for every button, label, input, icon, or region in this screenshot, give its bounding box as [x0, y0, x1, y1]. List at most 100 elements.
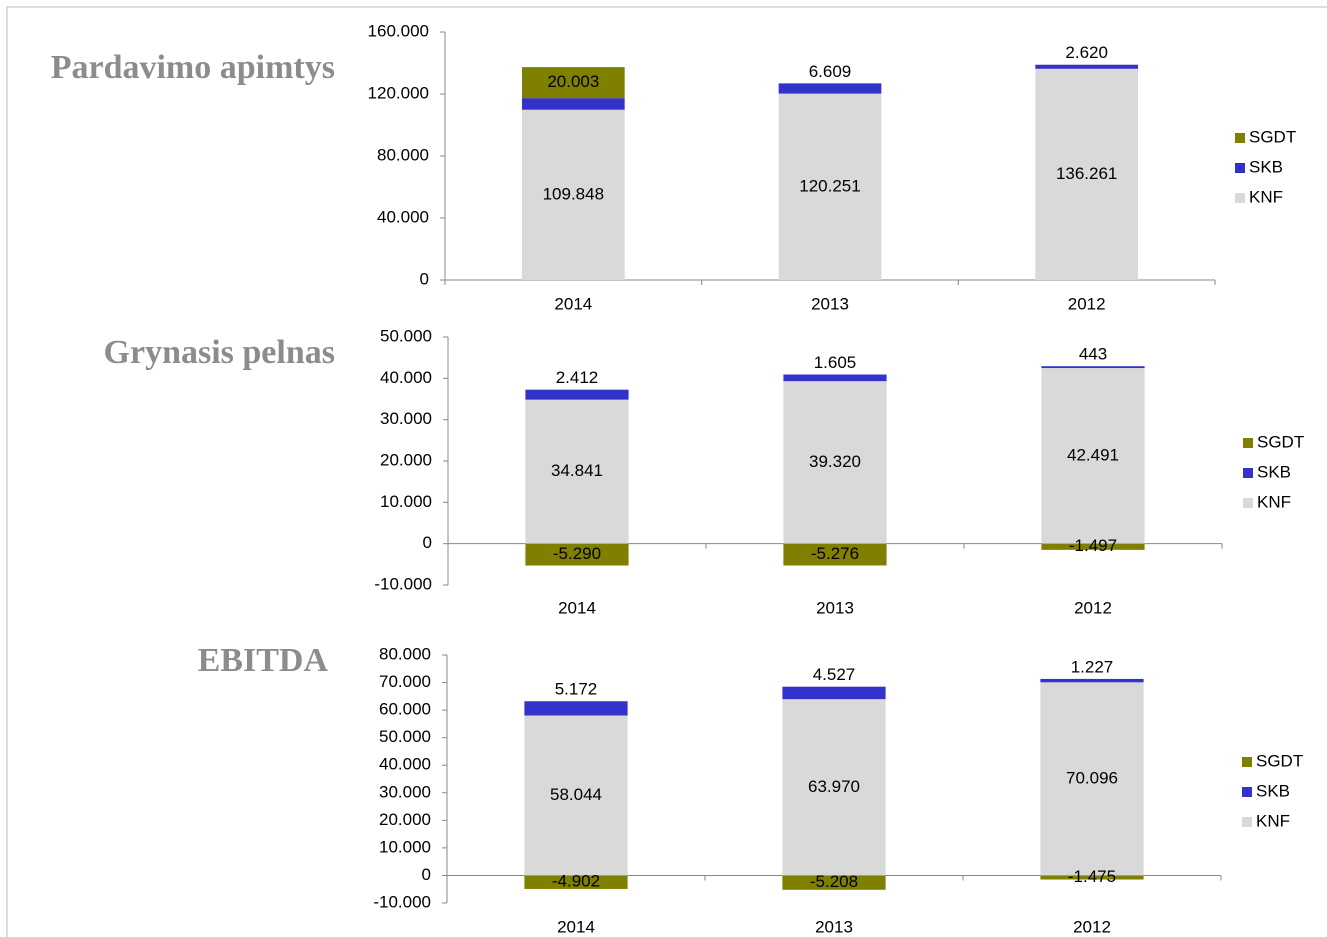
y-tick-label: 50.000	[379, 727, 431, 746]
bar-segment	[525, 399, 629, 544]
bar-segment	[1041, 366, 1145, 369]
y-tick-label: 30.000	[380, 409, 432, 428]
bar-segment	[778, 93, 882, 280]
bar-segment	[522, 109, 625, 281]
bar-segment	[525, 389, 629, 400]
data-label: 1.605	[814, 353, 857, 372]
data-label: 39.320	[809, 452, 861, 471]
data-label: 136.261	[1056, 164, 1117, 183]
legend-label: SKB	[1256, 781, 1290, 800]
bar-segment	[524, 715, 628, 876]
legend-label: KNF	[1257, 492, 1291, 511]
data-label: 6.609	[809, 62, 852, 81]
data-label: 4.527	[813, 665, 856, 684]
legend-label: SGDT	[1257, 432, 1304, 451]
bar-segment	[782, 699, 886, 876]
y-tick-label: 30.000	[379, 782, 431, 801]
x-tick-label: 2013	[811, 294, 849, 313]
bar-segment	[783, 381, 887, 544]
legend-swatch	[1242, 757, 1252, 767]
y-tick-label: 50.000	[380, 326, 432, 345]
legend-label: SGDT	[1256, 751, 1303, 770]
x-tick-label: 2014	[558, 598, 596, 617]
data-label: 58.044	[550, 785, 602, 804]
legend-label: KNF	[1249, 187, 1283, 206]
x-tick-label: 2013	[816, 598, 854, 617]
bar-segment	[1035, 64, 1138, 69]
y-tick-label: 10.000	[380, 492, 432, 511]
y-tick-label: 20.000	[379, 810, 431, 829]
y-tick-label: 40.000	[377, 207, 429, 226]
y-tick-label: 10.000	[379, 837, 431, 856]
data-label: 20.003	[547, 72, 599, 91]
bar-segment	[1040, 682, 1144, 876]
data-label: 63.970	[808, 777, 860, 796]
bar-segment	[1041, 368, 1145, 544]
y-tick-label: 80.000	[379, 644, 431, 663]
data-label: 34.841	[551, 461, 603, 480]
y-tick-label: 0	[422, 865, 431, 884]
legend-swatch	[1242, 817, 1252, 827]
data-label: 109.848	[543, 184, 604, 203]
x-tick-label: 2012	[1073, 917, 1111, 936]
bar-segment	[525, 543, 629, 566]
legend-label: SGDT	[1249, 127, 1296, 146]
data-label: -5.290	[553, 544, 601, 563]
data-label: 70.096	[1066, 768, 1118, 787]
data-label: 1.227	[1071, 657, 1114, 676]
x-tick-label: 2014	[557, 917, 595, 936]
bar-segment	[522, 98, 625, 110]
x-tick-label: 2014	[554, 294, 592, 313]
legend-swatch	[1243, 468, 1253, 478]
y-tick-label: 80.000	[377, 145, 429, 164]
legend-swatch	[1242, 787, 1252, 797]
data-label: -1.497	[1069, 536, 1117, 555]
y-tick-label: -10.000	[374, 574, 432, 593]
bar-segment	[524, 701, 628, 716]
data-label: 2.412	[556, 368, 599, 387]
legend-label: SKB	[1249, 157, 1283, 176]
legend-swatch	[1235, 133, 1245, 143]
data-label: -1.475	[1068, 867, 1116, 886]
bar-segment	[783, 374, 887, 382]
y-tick-label: -10.000	[373, 892, 431, 911]
bar-segment	[1035, 68, 1138, 281]
bar-segment	[783, 543, 887, 566]
bar-segment	[778, 83, 882, 94]
x-tick-label: 2012	[1074, 598, 1112, 617]
y-tick-label: 0	[420, 269, 429, 288]
bar-segment	[782, 686, 886, 700]
data-label: 5.172	[555, 680, 598, 699]
x-tick-label: 2013	[815, 917, 853, 936]
y-tick-label: 60.000	[379, 700, 431, 719]
y-tick-label: 40.000	[379, 755, 431, 774]
data-label: 120.251	[799, 176, 860, 195]
bar-segment	[1041, 543, 1145, 550]
x-tick-label: 2012	[1068, 294, 1106, 313]
data-label: 443	[1079, 345, 1107, 364]
bar-segment	[782, 875, 886, 890]
bar-segment	[524, 875, 628, 889]
y-tick-label: 0	[423, 533, 432, 552]
y-tick-label: 160.000	[368, 21, 429, 40]
legend-swatch	[1235, 193, 1245, 203]
data-label: -5.276	[811, 544, 859, 563]
chart-title: Grynasis pelnas	[104, 334, 335, 371]
legend-swatch	[1243, 438, 1253, 448]
legend-label: KNF	[1256, 811, 1290, 830]
data-label: -5.208	[810, 872, 858, 891]
legend-label: SKB	[1257, 462, 1291, 481]
data-label: 42.491	[1067, 445, 1119, 464]
y-tick-label: 40.000	[380, 368, 432, 387]
legend-swatch	[1243, 498, 1253, 508]
y-tick-label: 120.000	[368, 83, 429, 102]
data-label: 2.620	[1065, 43, 1108, 62]
chart-title: Pardavimo apimtys	[51, 49, 335, 86]
bar-segment	[1040, 875, 1144, 880]
data-label: -4.902	[552, 872, 600, 891]
y-tick-label: 70.000	[379, 672, 431, 691]
y-tick-label: 20.000	[380, 450, 432, 469]
legend-swatch	[1235, 163, 1245, 173]
chart-title: EBITDA	[198, 642, 329, 679]
